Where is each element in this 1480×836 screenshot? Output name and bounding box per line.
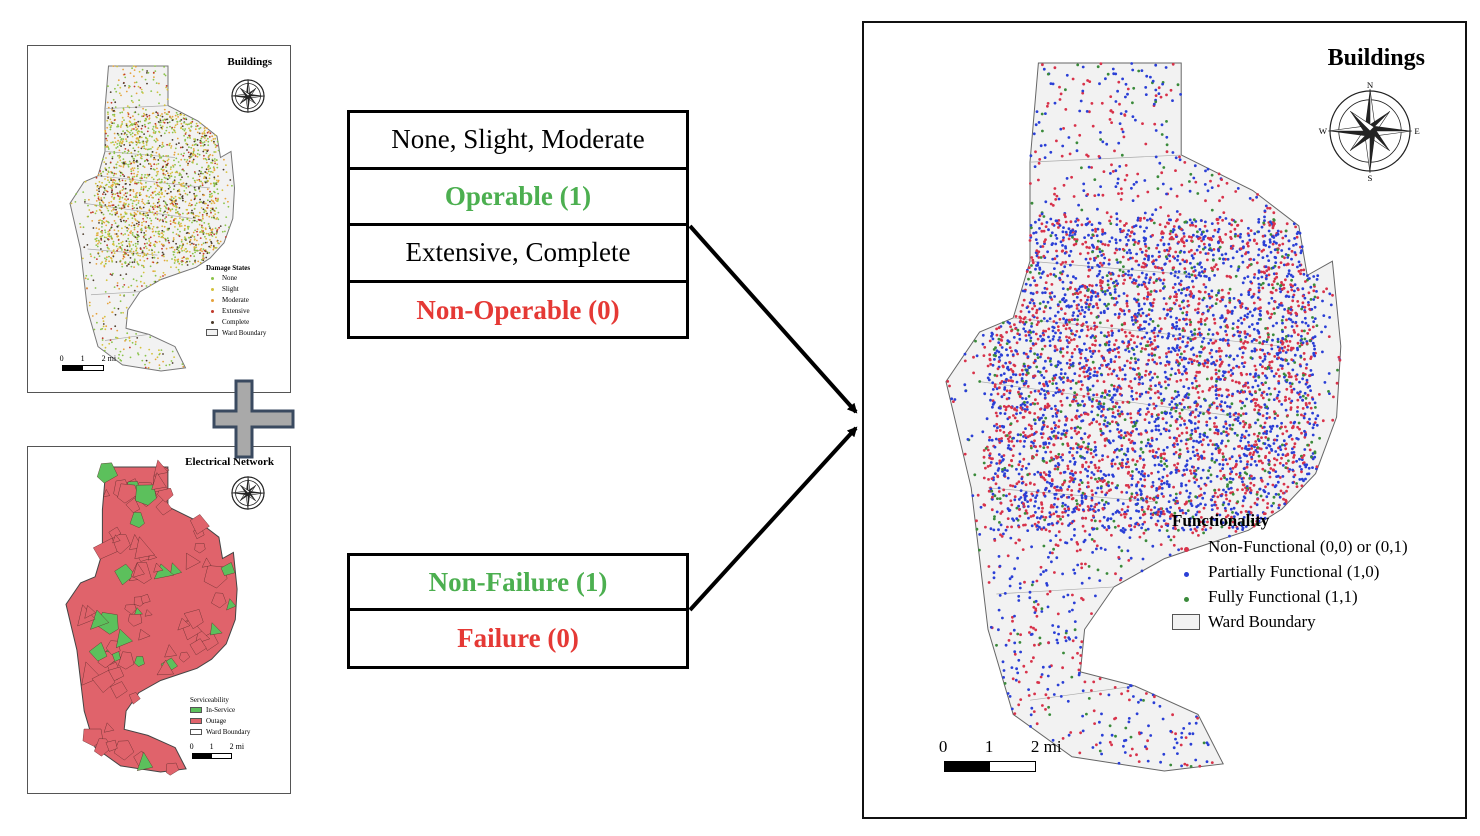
scale-bar-graphic [944,760,1036,772]
small-electrical-map-title: Electrical Network [185,456,274,468]
small-electrical-map: Electrical Network Serviceability In-Ser… [27,446,291,794]
legend-swatch [206,329,218,336]
scale-tick-label: 2 mi [229,742,245,751]
arrow-from-building-states [688,224,858,414]
compass-rose-icon [231,79,265,113]
plus-icon [212,379,295,459]
legend-item: Ward Boundary [190,726,250,737]
compass-label: N [1367,80,1374,90]
small-electrical-scale-bar: 0 1 2 mi [189,742,256,763]
small-buildings-map: Buildings Damage States None Slight Modera… [27,45,291,393]
legend-swatch [206,296,218,304]
scale-tick-label: 1 [209,742,214,751]
legend-label: Slight [222,284,239,293]
scale-tick-label: 2 mi [101,354,117,363]
network-states-table: Non-Failure (1) Failure (0) [347,553,689,669]
scale-tick-label: 2 mi [1030,737,1062,756]
scale-tick-label: 1 [80,354,85,363]
legend-swatch [206,318,218,326]
legend-item: In-Service [190,704,250,715]
combined-functionality-map: N S E W Buildings Functionality Non-Functio… [862,21,1467,819]
network-state-row-0: Non-Failure (1) [350,556,686,611]
legend-item: None [206,272,266,283]
building-state-row-0: None, Slight, Moderate [350,113,686,170]
legend-label: Ward Boundary [222,328,267,337]
legend-label: Non-Functional (0,0) or (0,1) [1208,536,1408,556]
legend-label: Extensive [222,306,250,315]
legend-item: Complete [206,316,266,327]
network-cells [77,459,237,776]
legend-swatch [206,274,218,282]
small-buildings-legend-items: None Slight Moderate Extensive Complete Ward … [206,272,266,338]
legend-item: Ward Boundary [206,327,266,338]
legend-item: Partially Functional (1,0) [1172,559,1408,584]
legend-label: Outage [206,716,227,725]
building-state-row-1: Operable (1) [350,170,686,226]
legend-swatch [190,728,202,735]
legend-item: Outage [190,715,250,726]
legend-label: In-Service [206,705,236,714]
legend-swatch [190,706,202,713]
small-buildings-map-title: Buildings [227,56,272,68]
building-state-row-2: Extensive, Complete [350,226,686,283]
small-buildings-scale-bar: 0 1 2 mi [59,354,128,375]
legend-item: Slight [206,283,266,294]
legend-label: Ward Boundary [206,727,251,736]
legend-swatch [1172,537,1200,557]
building-states-table: None, Slight, Moderate Operable (1) Extens… [347,110,689,339]
small-electrical-map-canvas [65,459,265,776]
small-buildings-legend: Damage States None Slight Moderate Extensiv… [206,264,266,338]
legend-label: Fully Functional (1,1) [1208,586,1358,606]
scale-bar-graphic [62,365,104,372]
combined-map-canvas: N S E W [945,62,1420,772]
scale-tick-label: 0 [59,354,64,363]
legend-item: Moderate [206,294,266,305]
compass-label: W [1319,126,1328,136]
building-points [70,65,233,370]
scale-bar-graphic [192,753,232,760]
legend-label: Moderate [222,295,249,304]
small-buildings-map-canvas [69,65,265,372]
small-electrical-legend-items: In-Service Outage Ward Boundary [190,704,250,737]
network-state-row-1: Failure (0) [457,623,579,653]
legend-item: Fully Functional (1,1) [1172,584,1408,609]
compass-rose-icon: N S E W [1319,80,1420,183]
compass-label: E [1414,126,1419,136]
legend-label: Complete [222,317,250,326]
legend-swatch [1172,613,1200,630]
functionality-legend-title: Functionality [1172,511,1270,530]
legend-swatch [190,717,202,724]
small-electrical-legend-title: Serviceability [190,696,229,704]
small-electrical-legend: Serviceability In-Service Outage Ward Boun… [190,696,250,737]
legend-label: None [222,273,238,282]
legend-swatch [206,307,218,315]
compass-label: S [1368,173,1373,183]
combined-map-title: Buildings [1327,45,1425,71]
legend-item: Ward Boundary [1172,609,1408,634]
functionality-legend: Functionality Non-Functional (0,0) or (0… [1172,511,1408,634]
small-buildings-legend-title: Damage States [206,264,251,272]
legend-item: Extensive [206,305,266,316]
legend-label: Ward Boundary [1208,611,1316,631]
scale-tick-label: 0 [189,742,194,751]
arrow-from-network-states [688,426,858,612]
legend-swatch [206,285,218,293]
legend-swatch [1172,562,1200,582]
building-state-row-3: Non-Operable (0) [416,295,620,326]
functionality-legend-items: Non-Functional (0,0) or (0,1) Partially F… [1172,534,1408,634]
legend-swatch [1172,587,1200,607]
combined-map-scale-bar: 0 1 2 mi [939,737,1087,776]
legend-label: Partially Functional (1,0) [1208,561,1380,581]
compass-rose-icon [231,476,265,510]
building-points [946,62,1342,768]
legend-item: Non-Functional (0,0) or (0,1) [1172,534,1408,559]
scale-tick-label: 1 [984,737,994,756]
scale-tick-label: 0 [938,737,948,756]
